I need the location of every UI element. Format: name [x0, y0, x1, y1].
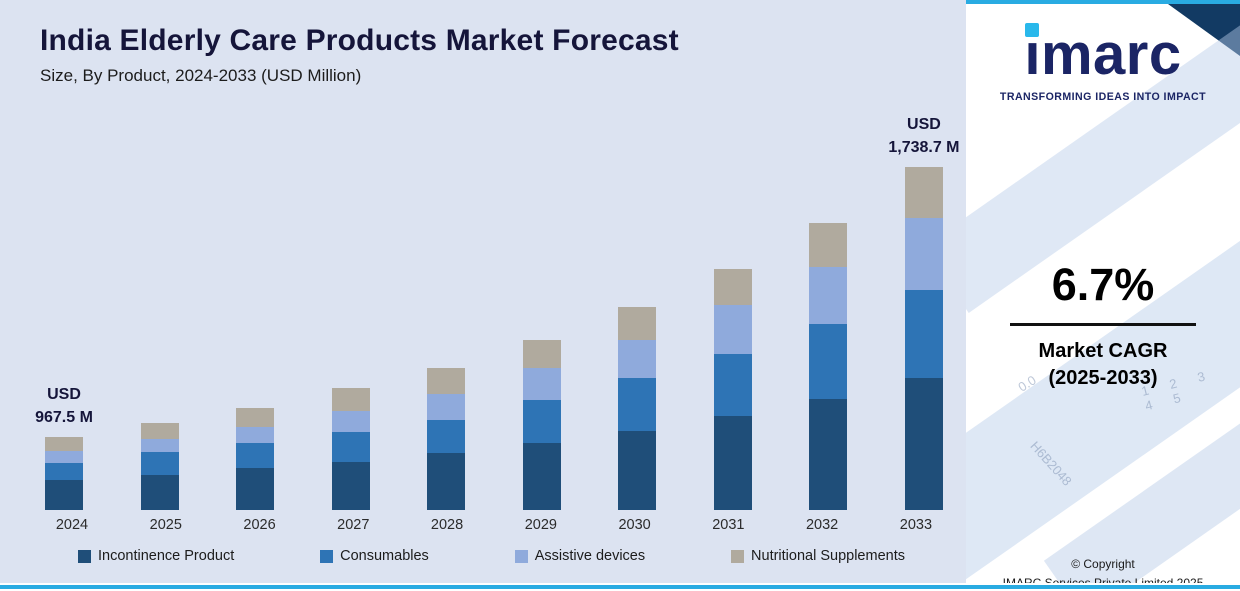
bar-segment-consumables — [236, 443, 275, 468]
bar-segment-assistive-devices — [45, 451, 83, 463]
bar-segment-nutritional-supplements — [522, 340, 561, 368]
bar-segment-incontinence-product — [140, 475, 179, 510]
bar-column-2032 — [808, 223, 848, 510]
x-tick-label-2030: 2030 — [618, 517, 651, 533]
bar-segment-incontinence-product — [331, 462, 370, 510]
x-tick-label-2024: 2024 — [55, 517, 89, 533]
legend: Incontinence Product Consumables Assistive… — [78, 548, 905, 564]
legend-label: Incontinence Product — [98, 548, 235, 564]
x-axis-labels: 2024 2025 2026 2027 2028 2029 2030 2031 2032 2033 — [44, 517, 944, 533]
bar-segment-assistive-devices — [236, 427, 275, 443]
bar-segment-consumables — [904, 290, 943, 378]
logo-tagline: TRANSFORMING IDEAS INTO IMPACT — [999, 91, 1207, 103]
chart-subtitle: Size, By Product, 2024-2033 (USD Million… — [40, 66, 362, 85]
legend-item-assistive-devices: Assistive devices — [514, 548, 646, 564]
x-tick-label-2028: 2028 — [430, 517, 464, 533]
bar-segment-consumables — [140, 452, 179, 475]
imarc-logo-text: ımarc — [1024, 22, 1182, 87]
bar-segment-nutritional-supplements — [331, 388, 370, 411]
x-tick-label-2027: 2027 — [337, 517, 370, 533]
bar-segment-incontinence-product — [904, 378, 943, 510]
chart-panel: India Elderly Care Products Market Forec… — [0, 0, 966, 583]
bar-column-2033: USD 1,738.7 M — [888, 113, 960, 510]
legend-item-incontinence-product: Incontinence Product — [78, 548, 234, 564]
copyright-line1: © Copyright — [1071, 556, 1135, 571]
x-tick-label-2031: 2031 — [712, 517, 745, 533]
bar-segment-nutritional-supplements — [236, 408, 275, 427]
legend-item-nutritional-supplements: Nutritional Supplements — [731, 548, 905, 564]
chart-title: India Elderly Care Products Market Forec… — [40, 24, 679, 57]
bar-column-2031 — [713, 269, 753, 510]
legend-label: Consumables — [340, 548, 429, 564]
bar-segment-assistive-devices — [713, 305, 752, 354]
bar-segment-consumables — [522, 400, 561, 443]
copyright-line2: IMARC Services Private Limited 2025 — [1002, 575, 1204, 583]
bar-segment-assistive-devices — [331, 411, 370, 432]
cagr-block: 6.7% Market CAGR (2025-2033) — [966, 259, 1240, 392]
bar-segment-consumables — [331, 432, 370, 462]
bar-segment-nutritional-supplements — [809, 223, 848, 267]
bar-column-2027 — [331, 388, 371, 510]
bottom-accent-line — [0, 585, 1240, 589]
bar-segment-assistive-devices — [427, 394, 466, 420]
bar-segment-incontinence-product — [427, 453, 466, 510]
bar-segment-nutritional-supplements — [713, 269, 752, 305]
bar-segment-incontinence-product — [236, 468, 275, 510]
bar-segment-incontinence-product — [618, 431, 657, 510]
bar-column-2024: USD 967.5 M — [35, 383, 93, 510]
bar-segment-incontinence-product — [45, 480, 83, 510]
bar-segment-consumables — [427, 420, 466, 453]
bar-segment-assistive-devices — [618, 340, 657, 378]
bar-segment-nutritional-supplements — [904, 167, 943, 218]
cagr-value: 6.7% — [1051, 259, 1155, 310]
bar-column-2030 — [617, 307, 657, 510]
bar-column-2026 — [235, 408, 275, 510]
bar-segment-incontinence-product — [522, 443, 561, 510]
x-tick-label-2026: 2026 — [243, 517, 276, 533]
bar-segment-nutritional-supplements — [45, 437, 83, 451]
bar-column-2025 — [140, 423, 180, 510]
bar-segment-consumables — [713, 354, 752, 416]
bar-column-2029 — [522, 340, 562, 510]
bar-segment-nutritional-supplements — [618, 307, 657, 340]
legend-swatch-icon — [731, 549, 745, 563]
bar-segment-nutritional-supplements — [140, 423, 179, 439]
sidebar: 0.0 1 2 3 4 5 H6B2048 ımarc TRANSFORMING… — [966, 0, 1240, 583]
legend-label: Assistive devices — [534, 548, 646, 564]
bar-segment-consumables — [618, 378, 657, 431]
x-tick-label-2029: 2029 — [524, 517, 557, 533]
bar-segment-incontinence-product — [713, 416, 752, 510]
cagr-period: (2025-2033) — [1048, 367, 1158, 389]
bar-value-label-2033: USD 1,738.7 M — [888, 115, 960, 156]
cagr-label: Market CAGR — [1038, 340, 1168, 362]
bar-segment-assistive-devices — [522, 368, 561, 400]
legend-item-consumables: Consumables — [320, 548, 429, 564]
bar-value-label-2024: USD 967.5 M — [35, 385, 93, 426]
bar-column-2028 — [426, 368, 466, 510]
legend-swatch-icon — [320, 549, 334, 563]
legend-swatch-icon — [514, 549, 528, 563]
bar-segment-incontinence-product — [809, 399, 848, 510]
imarc-logo: ımarc — [966, 22, 1240, 87]
bar-segment-nutritional-supplements — [427, 368, 466, 394]
cagr-divider — [1010, 323, 1196, 326]
x-tick-label-2025: 2025 — [149, 517, 182, 533]
copyright: © Copyright IMARC Services Private Limit… — [966, 555, 1240, 583]
legend-label: Nutritional Supplements — [751, 548, 905, 564]
x-tick-label-2033: 2033 — [899, 517, 933, 533]
bar-segment-consumables — [809, 324, 848, 399]
bars: USD 967.5 M USD 1,738.7 M — [35, 116, 960, 510]
logo-dot-icon — [1025, 23, 1040, 37]
legend-swatch-icon — [78, 549, 91, 563]
bar-segment-assistive-devices — [140, 439, 179, 452]
bar-segment-assistive-devices — [809, 267, 848, 324]
bar-segment-assistive-devices — [904, 218, 943, 290]
x-tick-label-2032: 2032 — [805, 517, 839, 533]
bar-segment-consumables — [45, 463, 83, 480]
